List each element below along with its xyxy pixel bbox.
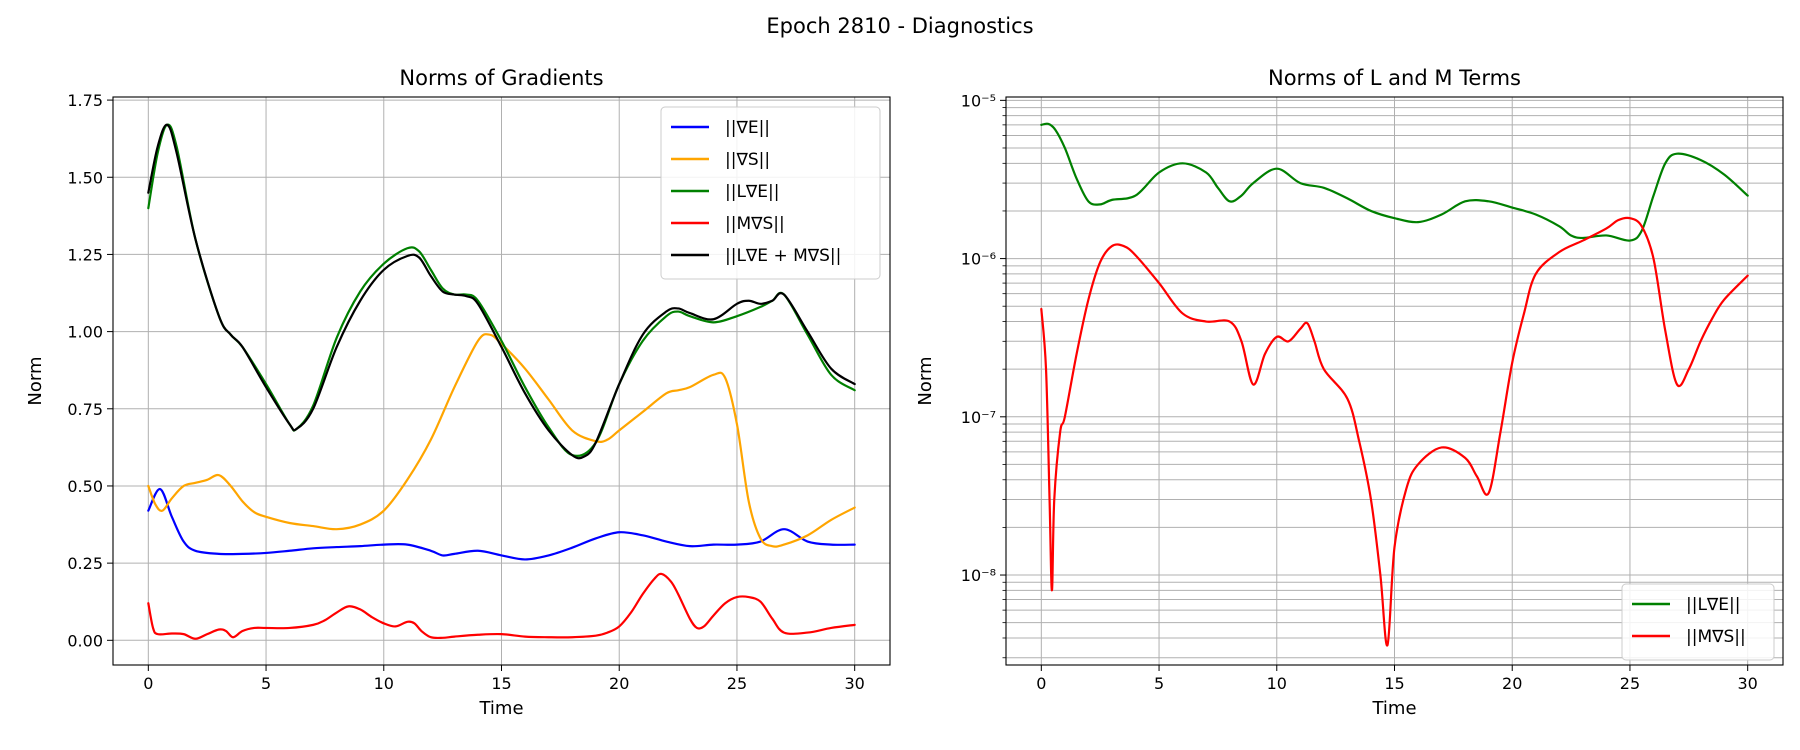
legend-label-0: ||∇E|| — [725, 118, 770, 138]
series-line-3 — [147, 572, 856, 640]
series-line-0 — [1040, 122, 1749, 242]
y-tick-label: 10⁻⁷ — [961, 408, 996, 427]
grid — [1006, 97, 1783, 665]
x-tick-label: 30 — [1738, 674, 1758, 693]
x-tick-label: 0 — [1036, 674, 1046, 693]
l-and-m-terms-chart: 0 5 10 15 20 25 30 10⁻⁸ 10⁻⁷ 10⁻⁶ 10⁻⁵ Norms of L a… — [915, 66, 1784, 719]
y-tick-label: 10⁻⁶ — [961, 250, 996, 269]
x-tick-label: 20 — [609, 674, 629, 693]
legend-label-2: ||L∇E|| — [725, 182, 780, 202]
y-tick-label: 1.00 — [67, 323, 103, 342]
legend-label-3: ||M∇S|| — [725, 214, 785, 234]
y-tick-label: 10⁻⁸ — [961, 566, 996, 585]
x-tick-label: 15 — [1384, 674, 1404, 693]
legend-label-4: ||L∇E + M∇S|| — [725, 246, 841, 266]
series-line-0 — [147, 487, 856, 561]
x-axis-label: Time — [1371, 698, 1416, 719]
x-tick-label: 5 — [261, 674, 271, 693]
x-axis-label: Time — [478, 698, 523, 719]
y-tick-label: 10⁻⁵ — [961, 91, 996, 110]
x-tick-label: 10 — [1267, 674, 1287, 693]
y-tick-label: 1.25 — [67, 245, 103, 264]
y-tick-label: 0.00 — [67, 631, 103, 650]
series-line-1 — [1040, 216, 1749, 647]
legend-box — [660, 106, 881, 280]
x-tick-label: 0 — [143, 674, 153, 693]
legend: ||∇E|| ||∇S|| ||L∇E|| ||M∇S|| ||L∇E + M∇S|| — [660, 106, 881, 280]
chart-title: Norms of L and M Terms — [1268, 66, 1521, 90]
x-tick-label: 25 — [727, 674, 747, 693]
legend-label-0: ||L∇E|| — [1686, 595, 1741, 615]
x-tick-label: 30 — [845, 674, 865, 693]
legend-label-1: ||M∇S|| — [1686, 627, 1746, 647]
chart-title: Norms of Gradients — [399, 66, 603, 90]
x-tick-label: 20 — [1502, 674, 1522, 693]
x-tick-label: 5 — [1154, 674, 1164, 693]
x-tick-label: 10 — [374, 674, 394, 693]
figure-suptitle: Epoch 2810 - Diagnostics — [766, 14, 1033, 38]
series-lines — [1040, 122, 1749, 647]
legend-label-1: ||∇S|| — [725, 150, 770, 170]
y-tick-label: 0.50 — [67, 477, 103, 496]
series-line-4 — [147, 123, 856, 460]
y-tick-label: 0.25 — [67, 554, 103, 573]
series-line-1 — [147, 333, 856, 548]
x-tick-label: 15 — [491, 674, 511, 693]
series-lines — [147, 123, 856, 640]
y-axis-label: Norm — [25, 356, 46, 405]
y-tick-label: 0.75 — [67, 400, 103, 419]
legend: ||L∇E|| ||M∇S|| — [1621, 583, 1775, 661]
y-tick-label: 1.50 — [67, 168, 103, 187]
y-axis-label: Norm — [915, 356, 936, 405]
gradient-norms-chart: 0 5 10 15 20 25 30 0.00 0.25 0.50 0.75 1.00 1.25 1.50… — [25, 66, 891, 719]
y-tick-label: 1.75 — [67, 91, 103, 110]
x-tick-label: 25 — [1620, 674, 1640, 693]
